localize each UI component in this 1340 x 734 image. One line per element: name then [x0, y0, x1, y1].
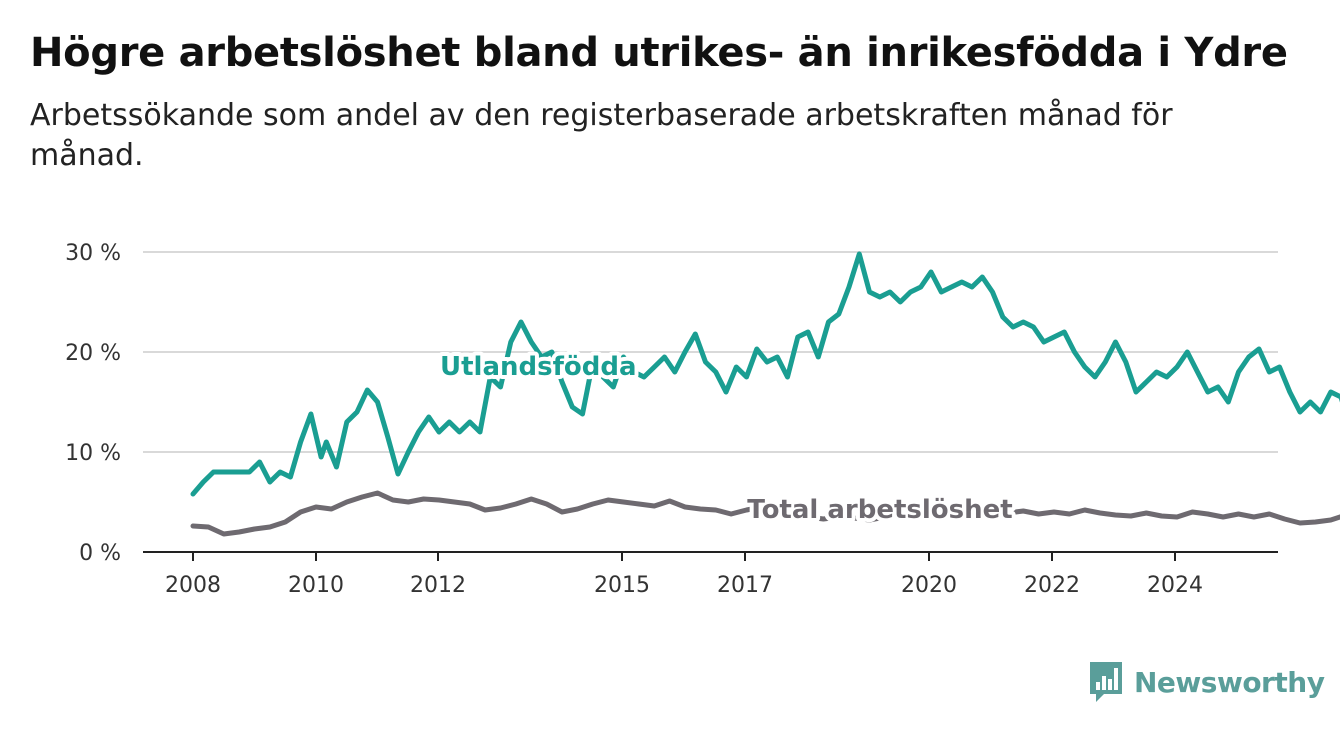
- series-name-label: Total arbetslöshet: [747, 495, 1012, 525]
- y-tick-label: 20 %: [65, 341, 121, 366]
- brand-name: Newsworthy: [1134, 666, 1324, 699]
- series: [193, 254, 1340, 534]
- bar-chart-logo-icon: [1088, 660, 1124, 704]
- line-chart: 0 % 10 % 20 % 30 % 2008 2010 2012 2015 2017 2020 2…: [0, 0, 1340, 734]
- series-name-label: Utlandsfödda: [440, 352, 637, 382]
- x-tick-label: 2024: [1147, 573, 1203, 598]
- axes: 0 % 10 % 20 % 30 % 2008 2010 2012 2015 2017 2020 2…: [65, 241, 1278, 598]
- y-tick-label: 30 %: [65, 241, 121, 266]
- x-tick-label: 2020: [901, 573, 957, 598]
- y-tick-label: 0 %: [79, 541, 121, 566]
- series-line: [193, 254, 1340, 494]
- x-tick-label: 2012: [410, 573, 466, 598]
- x-tick-label: 2015: [594, 573, 650, 598]
- x-tick-label: 2017: [717, 573, 773, 598]
- x-tick-label: 2008: [165, 573, 221, 598]
- brand-logo: Newsworthy: [1088, 660, 1324, 704]
- x-tick-label: 2010: [288, 573, 344, 598]
- y-tick-label: 10 %: [65, 441, 121, 466]
- x-tick-label: 2022: [1024, 573, 1080, 598]
